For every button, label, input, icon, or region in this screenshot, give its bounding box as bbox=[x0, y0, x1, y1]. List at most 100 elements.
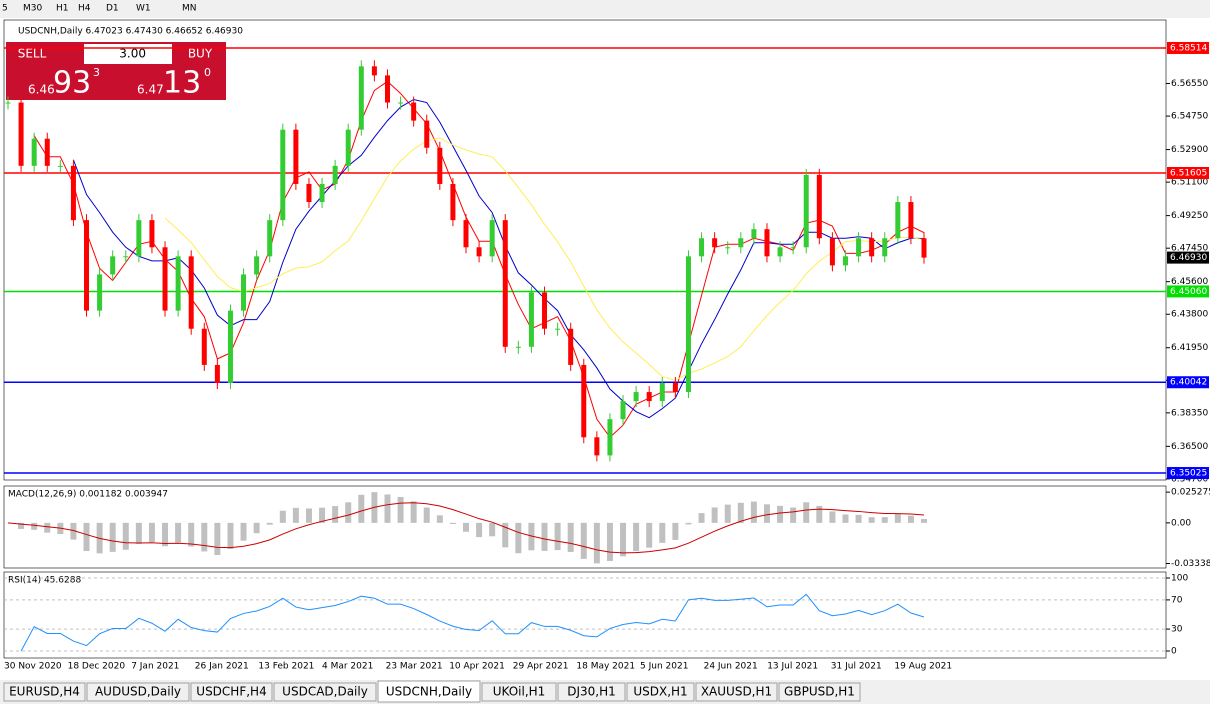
candle-body bbox=[908, 202, 914, 239]
buy-button[interactable]: BUY bbox=[188, 47, 213, 61]
tab[interactable] bbox=[557, 682, 626, 702]
y-tick-label: 0 bbox=[1171, 647, 1177, 657]
moving-average bbox=[72, 98, 925, 419]
candle-body bbox=[712, 238, 718, 248]
macd-bar bbox=[606, 522, 613, 562]
candle-body bbox=[699, 238, 705, 257]
candle-body bbox=[555, 328, 561, 330]
candle-body bbox=[476, 247, 482, 257]
lots[interactable]: 3.00 bbox=[119, 47, 146, 61]
macd-bar bbox=[70, 522, 77, 540]
tab-label[interactable]: USDCNH,Daily bbox=[386, 685, 472, 699]
candle-body bbox=[254, 256, 260, 275]
tab-label[interactable]: USDCHF,H4 bbox=[196, 685, 266, 699]
sell-button[interactable]: SELL bbox=[18, 47, 47, 61]
level-tag bbox=[1167, 467, 1209, 480]
candle-body bbox=[175, 256, 181, 311]
x-tick-label: 29 Apr 2021 bbox=[513, 662, 569, 672]
tab[interactable] bbox=[626, 682, 695, 702]
candle-body bbox=[201, 328, 207, 365]
candle-body bbox=[136, 220, 142, 257]
tab-label[interactable]: UKOil,H1 bbox=[493, 685, 546, 699]
lots-box[interactable] bbox=[84, 44, 172, 64]
timeframe-button[interactable]: H1 bbox=[56, 4, 69, 14]
candle-body bbox=[31, 138, 37, 166]
y-tick-label: 6.43800 bbox=[1171, 310, 1208, 320]
y-tick-label: 0.025275 bbox=[1171, 488, 1210, 498]
x-tick-label: 18 May 2021 bbox=[576, 662, 635, 672]
tab[interactable] bbox=[377, 680, 481, 703]
y-tick-label: 0.00 bbox=[1171, 518, 1191, 528]
macd-bar bbox=[685, 522, 692, 525]
macd-bar bbox=[397, 496, 404, 523]
candle-body bbox=[267, 220, 273, 257]
tab[interactable] bbox=[695, 682, 778, 702]
macd-bar bbox=[816, 505, 823, 523]
tab[interactable] bbox=[273, 682, 377, 702]
tab-label[interactable]: XAUUSD,H1 bbox=[701, 685, 772, 699]
tab-label[interactable]: AUDUSD,Daily bbox=[95, 685, 181, 699]
candle-body bbox=[607, 419, 613, 456]
candle-body bbox=[659, 383, 665, 402]
candle-body bbox=[437, 147, 443, 184]
toolbar bbox=[0, 0, 1210, 18]
candle-body bbox=[489, 220, 495, 257]
timeframe-button[interactable]: 5 bbox=[2, 4, 8, 14]
y-tick-label: -0.033388 bbox=[1171, 559, 1210, 569]
x-tick-label: 13 Feb 2021 bbox=[258, 662, 314, 672]
y-tick-label: 6.47450 bbox=[1171, 244, 1208, 254]
macd-bar bbox=[790, 507, 797, 523]
y-tick-label: 6.45600 bbox=[1171, 277, 1208, 287]
macd-bar bbox=[724, 504, 731, 523]
macd-bar bbox=[842, 514, 849, 523]
tab[interactable] bbox=[3, 682, 86, 702]
macd-bar bbox=[148, 522, 155, 543]
macd-bar bbox=[763, 504, 770, 523]
macd-bar bbox=[135, 522, 142, 544]
tab-label[interactable]: USDX,H1 bbox=[633, 685, 687, 699]
tab[interactable] bbox=[778, 682, 861, 702]
macd-bar bbox=[672, 522, 679, 540]
tab[interactable] bbox=[190, 682, 273, 702]
candle-body bbox=[581, 364, 587, 438]
x-tick-label: 30 Nov 2020 bbox=[4, 662, 62, 672]
macd-bar bbox=[502, 522, 509, 548]
x-tick-label: 18 Dec 2020 bbox=[68, 662, 126, 672]
tab[interactable] bbox=[86, 682, 190, 702]
macd-bar bbox=[319, 507, 326, 523]
candle-body bbox=[842, 256, 848, 266]
tab-label[interactable]: USDCAD,Daily bbox=[282, 685, 368, 699]
tab-label[interactable]: GBPUSD,H1 bbox=[784, 685, 855, 699]
timeframe-button[interactable]: MN bbox=[182, 4, 197, 14]
candle-body bbox=[895, 202, 901, 239]
macd-bar bbox=[711, 507, 718, 523]
macd-bar bbox=[214, 522, 221, 556]
timeframe-button[interactable]: W1 bbox=[136, 4, 151, 14]
macd-bar bbox=[175, 522, 182, 543]
timeframe-button[interactable]: H4 bbox=[78, 4, 91, 14]
macd-bar bbox=[463, 522, 469, 532]
timeframe-button[interactable]: M30 bbox=[23, 4, 42, 14]
macd-bar bbox=[227, 522, 234, 549]
tab-label[interactable]: EURUSD,H4 bbox=[9, 685, 80, 699]
candle-body bbox=[18, 102, 24, 166]
candle-body bbox=[528, 292, 534, 347]
y-tick-label: 6.41950 bbox=[1171, 343, 1208, 353]
tab[interactable] bbox=[481, 682, 557, 702]
candle-body bbox=[803, 174, 809, 248]
macd-bar bbox=[188, 522, 195, 547]
candle-body bbox=[424, 120, 430, 148]
level-label: 6.51605 bbox=[1170, 169, 1207, 179]
macd-label: MACD(12,26,9) 0.001182 0.003947 bbox=[8, 490, 168, 500]
tab-label[interactable]: DJ30,H1 bbox=[567, 685, 616, 699]
bid-pips: 93 bbox=[53, 66, 91, 101]
macd-bar bbox=[515, 522, 522, 554]
x-tick-label: 4 Mar 2021 bbox=[322, 662, 373, 672]
candle-body bbox=[515, 346, 521, 348]
macd-bar bbox=[266, 522, 273, 525]
timeframe-button[interactable]: D1 bbox=[106, 4, 119, 14]
candle-body bbox=[725, 247, 731, 249]
macd-bar bbox=[358, 494, 365, 523]
macd-bar bbox=[554, 522, 561, 551]
